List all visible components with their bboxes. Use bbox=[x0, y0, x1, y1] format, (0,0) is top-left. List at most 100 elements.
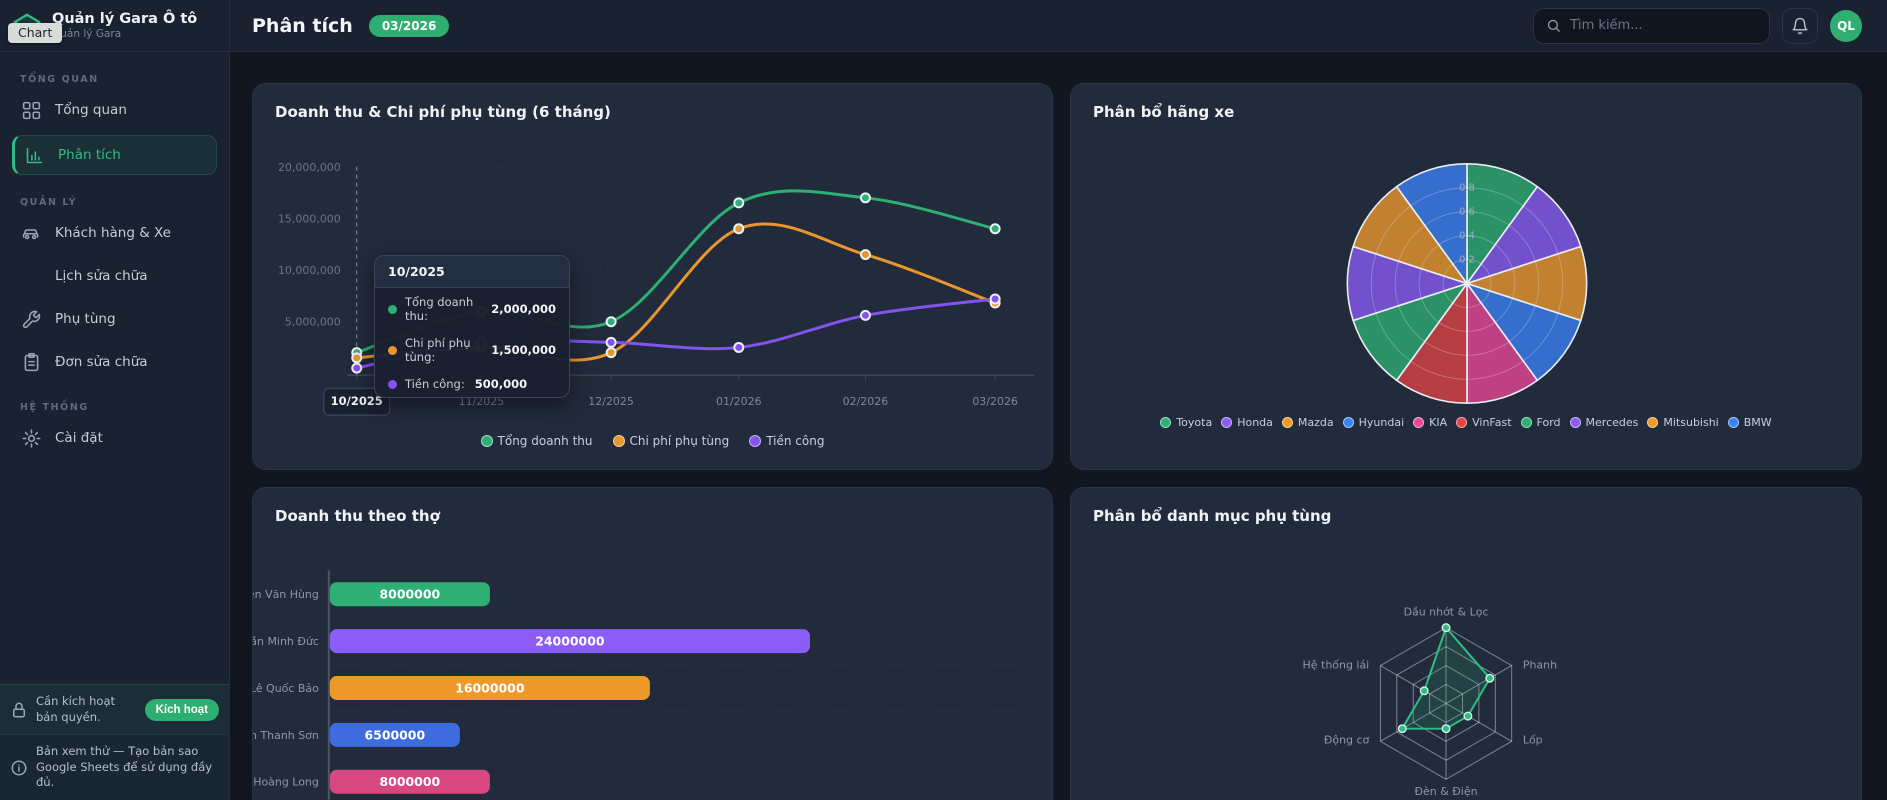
legend-dot bbox=[1413, 417, 1425, 428]
wrench-icon bbox=[21, 309, 42, 330]
tooltip-label: Tiền công: bbox=[405, 377, 465, 391]
data-point bbox=[605, 316, 617, 328]
nav-section-label: QUẢN LÝ bbox=[20, 197, 78, 208]
polar-slice-honda bbox=[1466, 185, 1582, 285]
sidebar-item-phu-tung[interactable]: Phụ tùng bbox=[12, 301, 217, 337]
legend-item-series-1[interactable]: Chi phí phụ tùng bbox=[612, 434, 730, 448]
sidebar-item-khach-hang-xe[interactable]: Khách hàng & Xe bbox=[12, 215, 217, 251]
legend-item-kia[interactable]: KIA bbox=[1413, 416, 1447, 429]
bar-category-label: Trần Minh Đức bbox=[253, 635, 319, 648]
x-tick-label: 01/2026 bbox=[716, 395, 762, 408]
sidebar-item-label: Đơn sửa chữa bbox=[55, 354, 148, 370]
legend-dot bbox=[612, 435, 625, 447]
bar-value-label: 16000000 bbox=[455, 680, 525, 695]
legend-label: Mitsubishi bbox=[1663, 416, 1719, 429]
avatar[interactable]: QL bbox=[1830, 9, 1862, 42]
lock-icon bbox=[13, 702, 25, 718]
radar-spoke bbox=[1380, 703, 1447, 742]
legend-label: Hyundai bbox=[1358, 416, 1405, 429]
legend-label: Tổng doanh thu bbox=[497, 434, 593, 448]
tooltip-value: 500,000 bbox=[474, 377, 528, 391]
nav-section-label: TỔNG QUAN bbox=[20, 74, 99, 85]
radar-spoke bbox=[1445, 665, 1512, 704]
legend-item-toyota[interactable]: Toyota bbox=[1160, 416, 1212, 429]
data-point bbox=[989, 223, 1001, 235]
radar-axis-label: Lốp bbox=[1523, 733, 1543, 746]
legend-item-honda[interactable]: Honda bbox=[1221, 416, 1273, 429]
data-point bbox=[733, 197, 745, 209]
legend-item-mazda[interactable]: Mazda bbox=[1281, 416, 1334, 429]
tooltip-value: 1,500,000 bbox=[491, 343, 556, 357]
license-notice-text: Cần kích hoạt bản quyền. bbox=[36, 694, 116, 724]
tooltip-row-1: Chi phí phụ tùng: 1,500,000 bbox=[375, 329, 569, 370]
app-subtitle: Quản lý Gara bbox=[52, 28, 122, 41]
x-tick-label: 02/2026 bbox=[843, 395, 889, 408]
legend-item-vinfast[interactable]: VinFast bbox=[1456, 416, 1512, 429]
radar-data-point bbox=[1463, 711, 1473, 721]
search-box[interactable] bbox=[1533, 7, 1770, 44]
data-point bbox=[859, 249, 871, 261]
legend-label: Chi phí phụ tùng bbox=[629, 434, 730, 448]
legend-dot bbox=[1569, 417, 1581, 428]
bar-value-label: 24000000 bbox=[535, 634, 605, 649]
search-input[interactable] bbox=[1570, 18, 1757, 33]
activate-button[interactable]: Kích hoạt bbox=[144, 698, 219, 721]
legend-label: VinFast bbox=[1472, 416, 1512, 429]
tooltip-dot bbox=[388, 345, 397, 355]
legend-item-ford[interactable]: Ford bbox=[1520, 416, 1561, 429]
legend-label: Honda bbox=[1237, 416, 1273, 429]
topbar: Phân tích 03/2026 QL bbox=[230, 0, 1887, 52]
legend-item-series-2[interactable]: Tiền công bbox=[749, 434, 824, 448]
sidebar-item-label: Tổng quan bbox=[55, 102, 127, 118]
tooltip-row-0: Tổng doanh thu: 2,000,000 bbox=[375, 288, 569, 329]
app-title: Quản lý Gara Ô tô bbox=[52, 10, 198, 27]
sidebar: Quản lý Gara Ô tô Quản lý Gara Chart TỔN… bbox=[0, 0, 230, 800]
sidebar-header: Quản lý Gara Ô tô Quản lý Gara Chart bbox=[0, 0, 229, 52]
bar-chart-canvas[interactable]: Nguyễn Văn Hùng 8000000 Trần Minh Đức 24000… bbox=[253, 488, 1052, 800]
radar-grid-ring bbox=[1396, 646, 1496, 761]
legend-label: KIA bbox=[1429, 416, 1448, 429]
bell-icon bbox=[1792, 17, 1808, 34]
sidebar-item-phan-tich[interactable]: Phân tích bbox=[12, 135, 217, 175]
legend-item-bmw[interactable]: BMW bbox=[1727, 416, 1772, 429]
line-chart-canvas[interactable]: 5,000,000 10,000,000 15,000,000 20,000,000 1… bbox=[253, 84, 1052, 470]
topbar-left: Phân tích 03/2026 bbox=[252, 14, 450, 37]
legend-item-series-0[interactable]: Tổng doanh thu bbox=[480, 434, 593, 448]
legend-dot bbox=[1727, 417, 1739, 428]
radar-data-point bbox=[1419, 686, 1429, 696]
radar-spoke bbox=[1445, 703, 1512, 742]
legend-label: BMW bbox=[1743, 416, 1772, 429]
sidebar-item-don-sua-chua[interactable]: Đơn sửa chữa bbox=[12, 344, 217, 380]
search-icon bbox=[1547, 19, 1560, 32]
sidebar-item-lich-sua-chua[interactable]: Lịch sửa chữa bbox=[12, 258, 217, 294]
legend-item-hyundai[interactable]: Hyundai bbox=[1342, 416, 1405, 429]
gear-icon bbox=[21, 428, 42, 449]
sidebar-item-label: Phụ tùng bbox=[55, 311, 116, 327]
sidebar-item-tong-quan[interactable]: Tổng quan bbox=[12, 92, 217, 128]
radar-axis-label: Hệ thống lái bbox=[1303, 659, 1370, 672]
legend-dot bbox=[1456, 417, 1468, 428]
legend-label: Mercedes bbox=[1585, 416, 1639, 429]
legend-dot bbox=[1221, 417, 1233, 428]
x-tick-label: 11/2025 bbox=[459, 395, 505, 408]
sidebar-item-cai-dat[interactable]: Cài đặt bbox=[12, 420, 217, 456]
tooltip-header: 10/2025 bbox=[375, 256, 569, 288]
legend-dot bbox=[1647, 417, 1659, 428]
tooltip-row-2: Tiền công: 500,000 bbox=[375, 370, 569, 397]
card-brand-polar: Phân bổ hãng xe 0.2 0.4 0.6 0.8 Toyota Honda… bbox=[1070, 83, 1862, 470]
radar-axis-label: Động cơ bbox=[1324, 733, 1370, 746]
polar-slice-ford bbox=[1352, 282, 1468, 382]
tooltip-label: Chi phí phụ tùng: bbox=[405, 336, 471, 364]
legend-item-mitsubishi[interactable]: Mitsubishi bbox=[1647, 416, 1719, 429]
polar-slice-mitsubishi bbox=[1352, 185, 1468, 285]
notifications-button[interactable] bbox=[1782, 7, 1818, 44]
radar-chart-canvas[interactable]: Dầu nhớt & Lọc Phanh Lốp Đèn & Điện Động cơ H… bbox=[1071, 488, 1861, 800]
polar-chart-canvas[interactable]: 0.2 0.4 0.6 0.8 bbox=[1071, 84, 1861, 470]
license-notice: Cần kích hoạt bản quyền. Kích hoạt bbox=[0, 684, 229, 735]
cards-grid: Doanh thu & Chi phí phụ tùng (6 tháng) 5… bbox=[252, 83, 1887, 800]
data-point bbox=[989, 293, 1001, 305]
app-title-block: Quản lý Gara Ô tô Quản lý Gara bbox=[52, 11, 197, 40]
line-chart-legend: Tổng doanh thu Chi phí phụ tùng Tiền công bbox=[253, 434, 1052, 448]
legend-item-mercedes[interactable]: Mercedes bbox=[1569, 416, 1639, 429]
polar-slice-vinfast bbox=[1395, 282, 1468, 404]
